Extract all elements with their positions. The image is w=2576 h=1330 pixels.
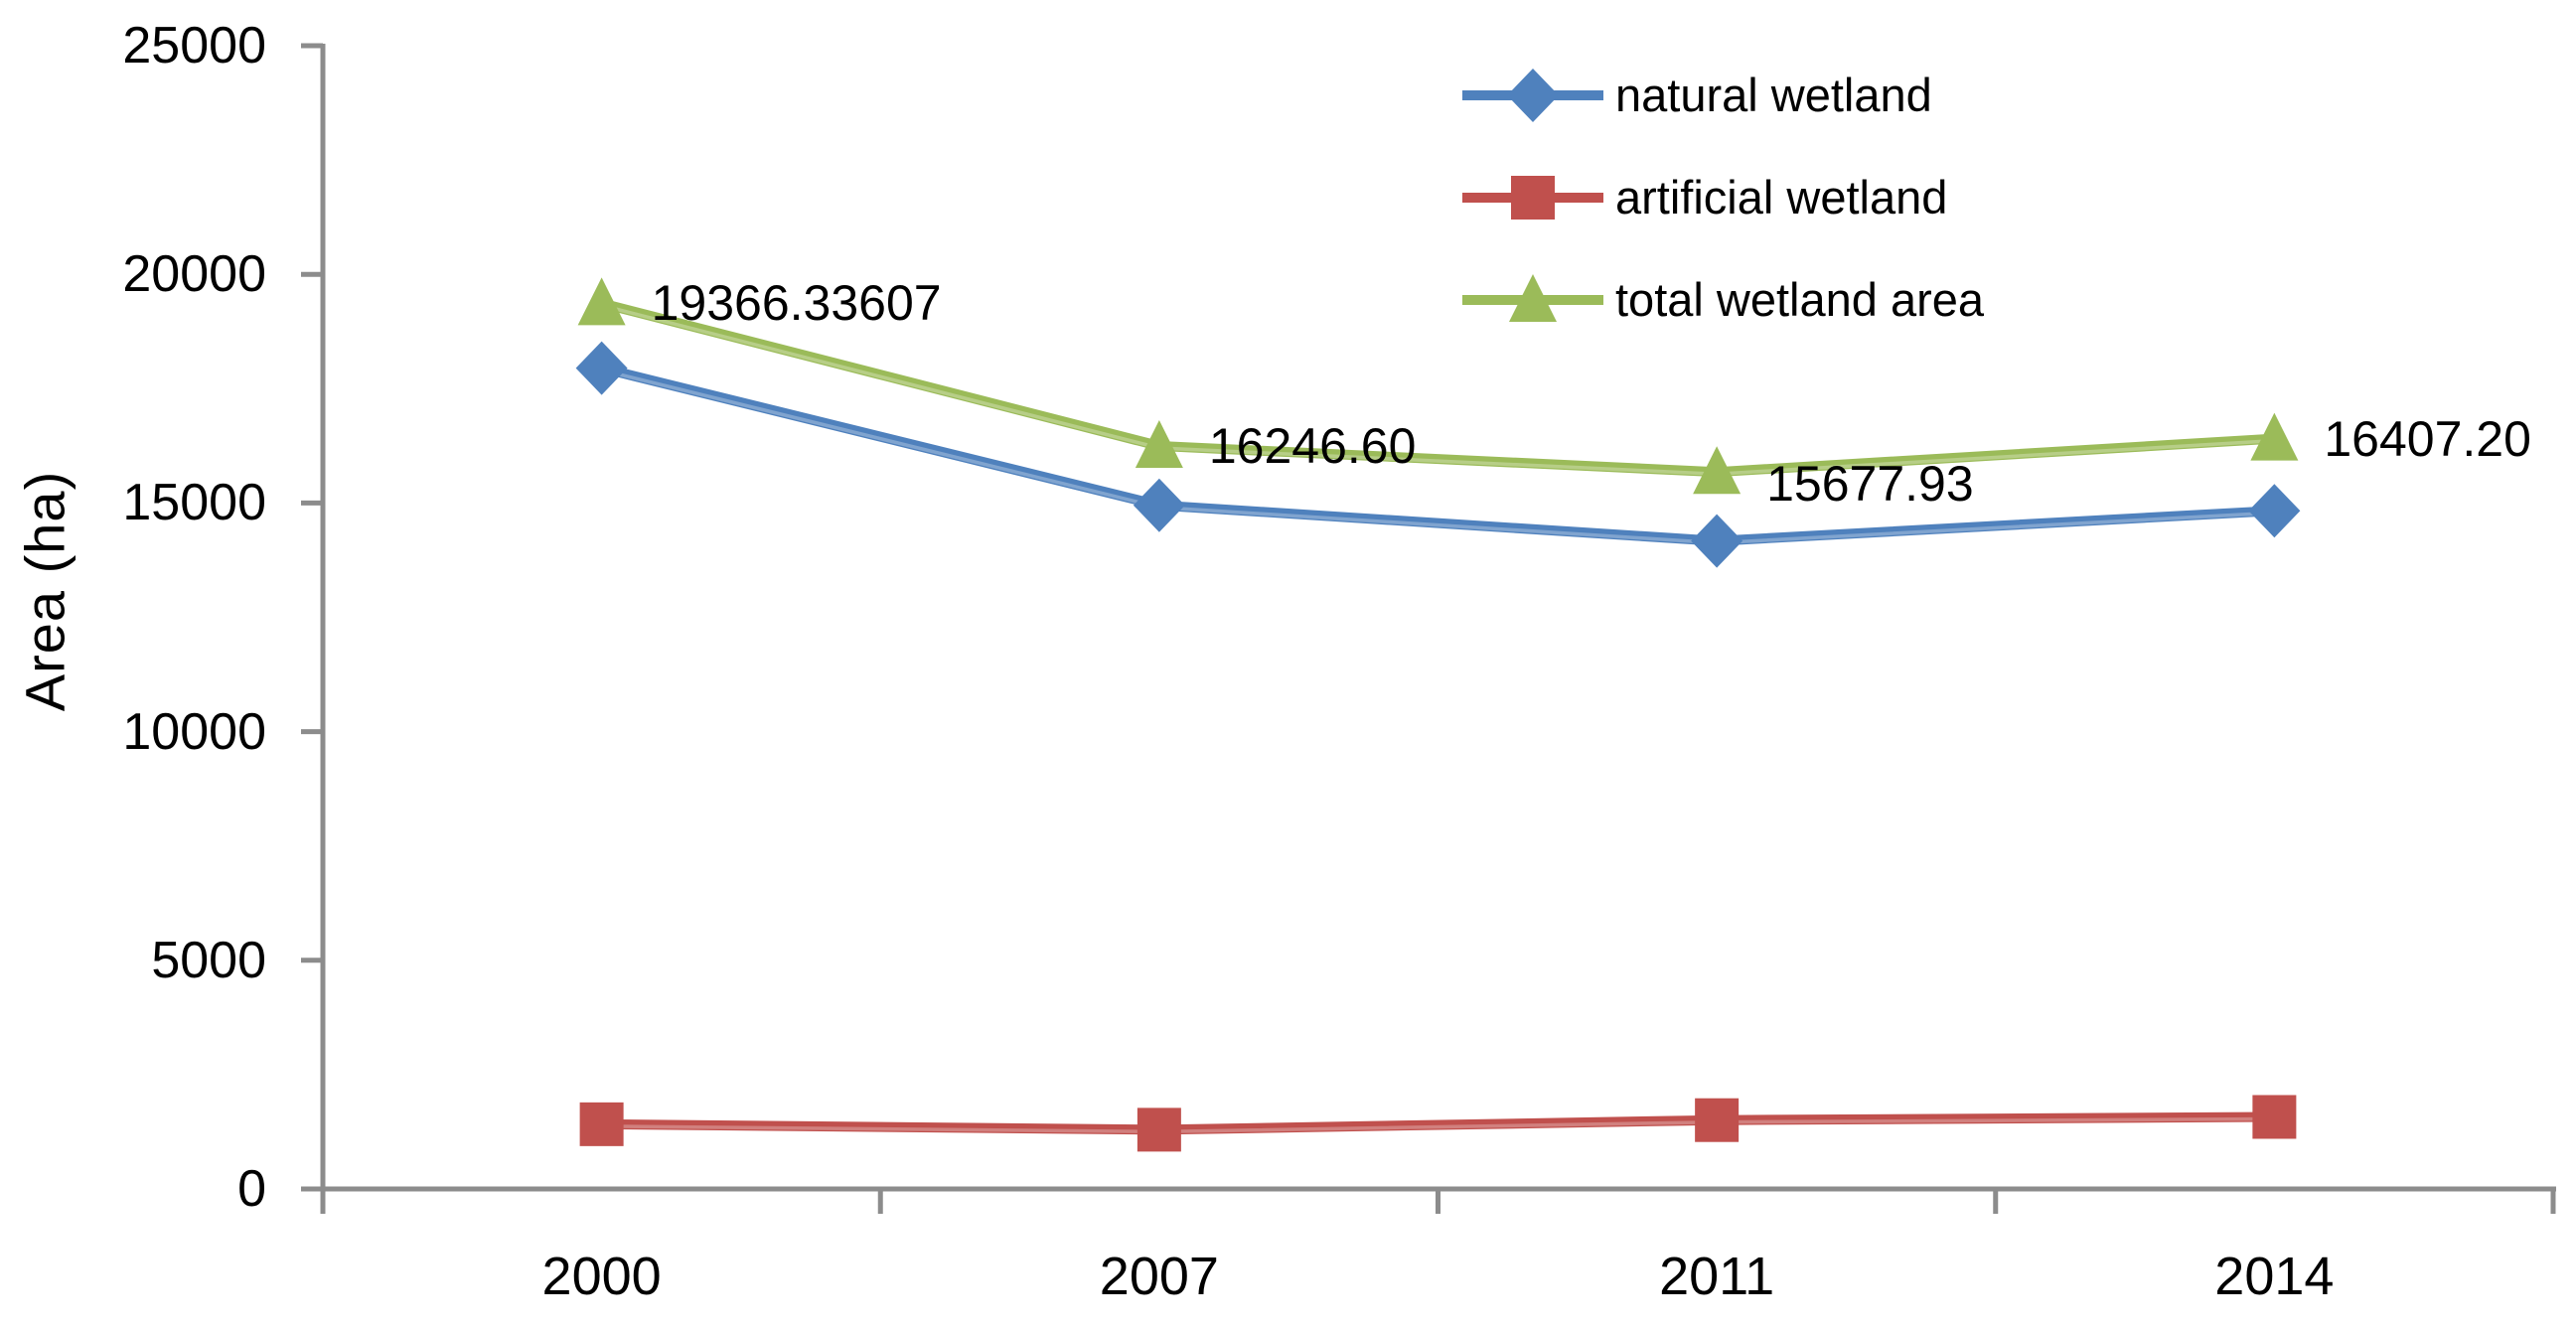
marker-natural-wetland-2000 (575, 341, 628, 395)
x-tick-label: 2011 (1659, 1247, 1775, 1306)
x-tick-label: 2007 (1099, 1247, 1219, 1306)
marker-natural-wetland-2011 (1691, 514, 1743, 568)
marker-artificial-wetland-2000 (579, 1102, 624, 1146)
series-artificial-wetland (579, 1095, 2297, 1152)
data-label-total-wetland-area-2007: 16246.60 (1208, 418, 1417, 474)
marker-artificial-wetland-2014 (2252, 1095, 2297, 1139)
y-tick-label: 5000 (151, 931, 266, 989)
marker-total-wetland-area-2011 (1693, 446, 1742, 495)
legend-swatch-natural-wetland (1462, 68, 1603, 122)
series-line-total-wetland-area (596, 298, 2280, 478)
series-natural-wetland (575, 341, 2301, 568)
data-label-total-wetland-area-2000: 19366.33607 (651, 275, 942, 332)
marker-total-wetland-area-2014 (2250, 412, 2299, 461)
y-tick-label: 20000 (122, 245, 266, 304)
y-tick-label: 0 (237, 1160, 266, 1218)
marker-natural-wetland-2007 (1133, 478, 1185, 532)
x-tick-label: 2014 (2214, 1247, 2335, 1306)
marker-total-wetland-area-2007 (1135, 420, 1183, 469)
legend-marker-natural-wetland (1507, 68, 1559, 122)
data-label-total-wetland-area-2014: 16407.20 (2324, 410, 2531, 467)
marker-natural-wetland-2014 (2248, 484, 2301, 538)
legend: natural wetland artificial wetland total… (1458, 44, 1984, 351)
legend-swatch-artificial-wetland (1462, 175, 1603, 220)
legend-label-natural-wetland: natural wetland (1615, 69, 1932, 121)
legend-swatch-total-wetland-area (1462, 273, 1603, 322)
marker-total-wetland-area-2000 (577, 277, 626, 326)
legend-item-natural-wetland: natural wetland (1458, 44, 1984, 146)
series-line-sheen-total-wetland-area (601, 303, 2275, 476)
y-tick-label: 15000 (122, 474, 266, 532)
legend-marker-total-wetland-area (1509, 273, 1557, 322)
legend-label-artificial-wetland: artificial wetland (1615, 171, 1948, 223)
marker-artificial-wetland-2011 (1695, 1098, 1740, 1142)
series-total-wetland-area (577, 277, 2299, 495)
legend-label-total-wetland-area: total wetland area (1615, 273, 1985, 326)
x-tick-label: 2000 (541, 1247, 662, 1306)
legend-marker-artificial-wetland (1511, 175, 1555, 220)
axes (301, 43, 2556, 1214)
marker-artificial-wetland-2007 (1136, 1108, 1181, 1152)
series-line-artificial-wetland (596, 1111, 2280, 1135)
data-label-total-wetland-area-2011: 15677.93 (1766, 456, 1974, 513)
series-line-sheen-artificial-wetland (601, 1116, 2275, 1134)
y-tick-label: 10000 (122, 702, 266, 761)
legend-item-total-wetland-area: total wetland area (1458, 248, 1984, 351)
y-tick-label: 25000 (122, 17, 266, 74)
legend-item-artificial-wetland: artificial wetland (1458, 146, 1984, 248)
series-line-sheen-natural-wetland (601, 368, 2275, 545)
series-line-natural-wetland (596, 363, 2280, 546)
